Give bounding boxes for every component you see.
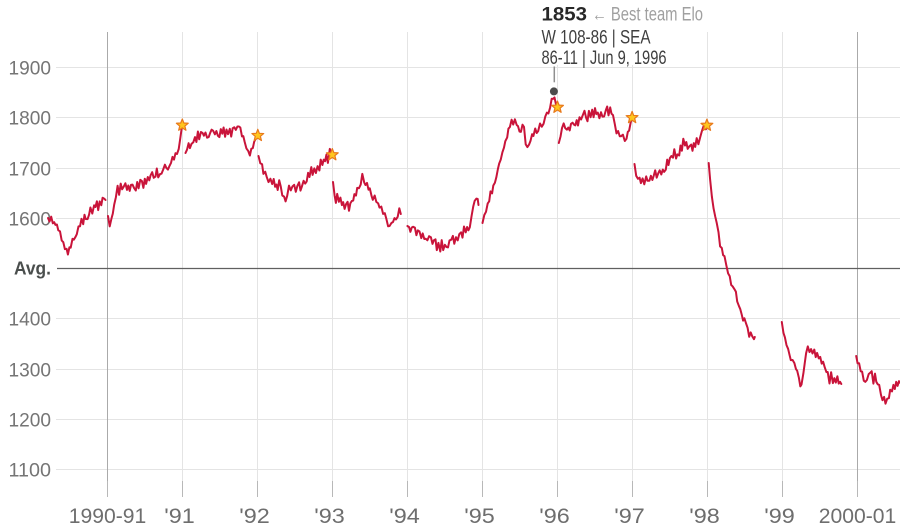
svg-text:2000-01: 2000-01 [819,505,897,527]
svg-text:'93: '93 [314,505,345,527]
svg-text:1853: 1853 [542,3,588,25]
svg-text:'96: '96 [539,505,570,527]
svg-text:1300: 1300 [9,359,52,381]
svg-text:'97: '97 [614,505,645,527]
svg-text:'94: '94 [389,505,420,527]
svg-text:'92: '92 [239,505,270,527]
svg-text:1600: 1600 [9,208,52,230]
svg-text:1200: 1200 [9,409,52,431]
svg-text:1100: 1100 [9,459,52,481]
svg-text:'99: '99 [764,505,795,527]
svg-text:'98: '98 [689,505,720,527]
svg-text:1990-91: 1990-91 [69,505,147,527]
svg-text:1400: 1400 [9,308,52,330]
svg-text:← Best team Elo: ← Best team Elo [592,4,703,25]
svg-text:1800: 1800 [9,107,52,129]
svg-text:'91: '91 [164,505,195,527]
svg-text:'95: '95 [464,505,495,527]
svg-text:1900: 1900 [9,57,52,79]
svg-text:Avg.: Avg. [14,257,51,278]
svg-text:W 108-86 | SEA: W 108-86 | SEA [542,27,651,48]
svg-text:1700: 1700 [9,158,52,180]
svg-text:86-11 | Jun 9, 1996: 86-11 | Jun 9, 1996 [542,48,667,69]
